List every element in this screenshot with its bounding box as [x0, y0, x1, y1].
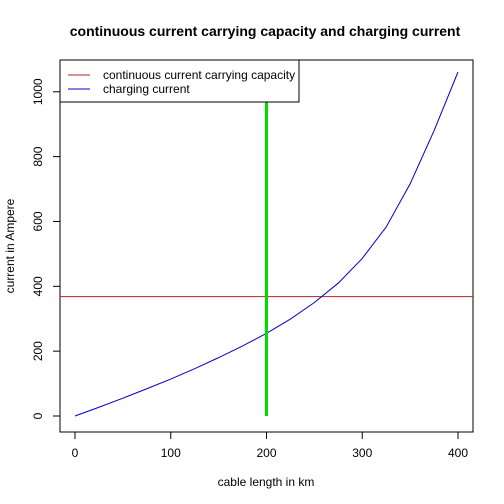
y-tick-label: 400 [31, 276, 45, 296]
series-layer [60, 71, 473, 417]
chart-title: continuous current carrying capacity and… [70, 23, 461, 39]
y-tick-label: 0 [31, 412, 45, 419]
legend-box [59, 59, 300, 103]
y-tick-label: 600 [31, 211, 45, 231]
y-axis-label: current in Ampere [3, 198, 17, 293]
x-tick-label: 300 [352, 446, 372, 460]
legend: continuous current carrying capacity cha… [59, 59, 300, 103]
y-tick-label: 800 [31, 146, 45, 166]
y-tick-label: 200 [31, 341, 45, 361]
x-tick-label: 400 [448, 446, 468, 460]
x-tick-label: 0 [72, 446, 79, 460]
legend-label-capacity: continuous current carrying capacity [103, 68, 295, 82]
y-axis: 0 200 400 600 800 1000 [31, 78, 61, 419]
x-axis-label: cable length in km [218, 475, 315, 489]
y-tick-label: 1000 [31, 78, 45, 105]
x-tick-label: 100 [161, 446, 181, 460]
x-axis: 0 100 200 300 400 [72, 431, 468, 460]
x-tick-label: 200 [256, 446, 276, 460]
legend-label-charging: charging current [103, 82, 190, 96]
